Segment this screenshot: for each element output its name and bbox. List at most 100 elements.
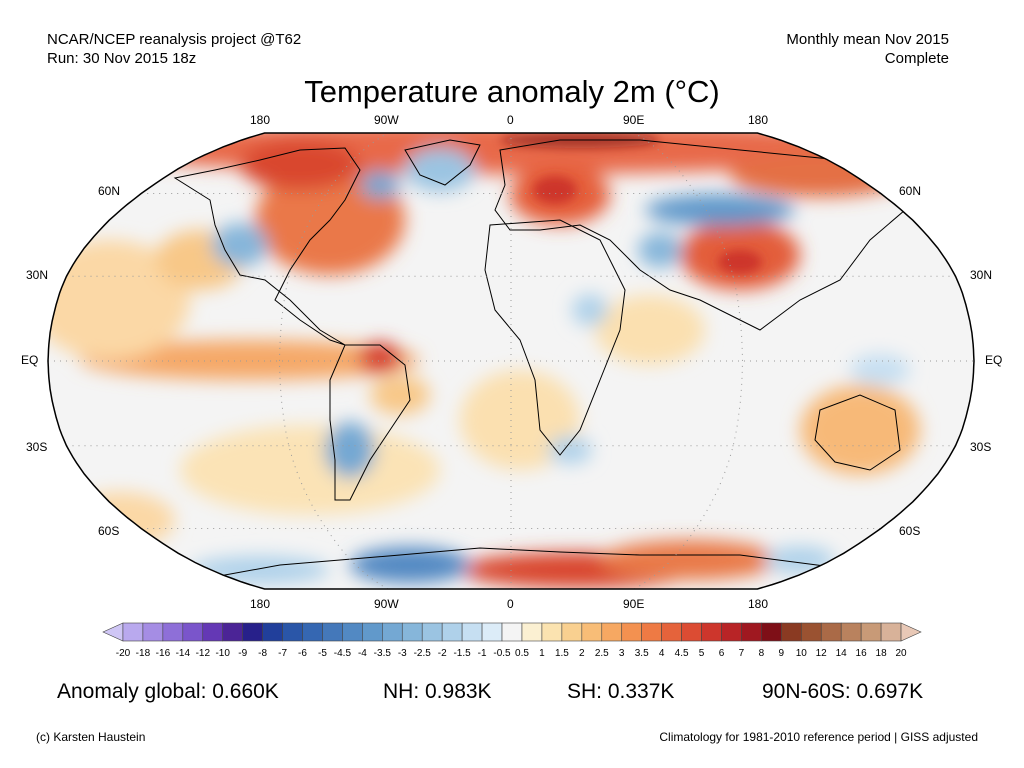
colorbar-bin	[761, 622, 782, 642]
colorbar-bin	[362, 622, 383, 642]
middle-east-cool	[638, 232, 682, 268]
lat-label-right-30s: 30S	[970, 440, 992, 454]
colorbar-tick-label: -8	[258, 648, 267, 659]
colorbar-bin	[860, 622, 882, 642]
australia-outline	[814, 394, 901, 471]
colorbar-bin	[681, 622, 702, 642]
lon-label-bottom-4: 180	[748, 597, 769, 611]
colorbar-tick-label: -6	[298, 648, 307, 659]
colorbar-tick-label: 0.5	[515, 648, 529, 659]
colorbar-tick-label: 7	[739, 648, 745, 659]
period-line-2: Complete	[884, 50, 949, 67]
siberia-warm	[730, 153, 910, 197]
stat-nh: NH: 0.983K	[383, 680, 492, 703]
lat-label-left-60s: 60S	[98, 524, 120, 538]
colorbar-tick-label: -9	[238, 648, 247, 659]
colorbar-bin	[641, 622, 662, 642]
south-america-outline	[329, 344, 411, 501]
colorbar-tick-label: 3	[619, 648, 625, 659]
tibet-hot	[718, 250, 762, 274]
climatology-note: Climatology for 1981-2010 reference peri…	[659, 730, 978, 744]
colorbar-bin	[282, 622, 303, 642]
south-africa-cool	[548, 436, 592, 464]
colorbar-tick-label: 18	[876, 648, 888, 659]
greenland-outline	[404, 139, 481, 186]
colorbar-bin	[561, 622, 583, 642]
colorbar-bin	[840, 622, 862, 642]
colorbar-bin	[242, 622, 263, 642]
colorbar-bin	[541, 622, 563, 642]
colorbar-tick-label: -1.5	[453, 648, 471, 659]
colorbar-tick-label: 9	[779, 648, 785, 659]
colorbar-bin	[322, 622, 343, 642]
colorbar-ticks: -20 -18 -16 -14 -12 -10 -9 -8 -7 -6 -5 -4.5 -4 -3.5 -3…	[116, 648, 907, 659]
pacific-warm-band	[80, 340, 420, 380]
colorbar-tick-label: 2.5	[595, 648, 609, 659]
colorbar-tick-label: 5	[699, 648, 705, 659]
colorbar-tick-label: -12	[196, 648, 211, 659]
africa-outline	[484, 219, 626, 456]
lon-label-bottom-3: 90E	[623, 597, 645, 611]
colorbar-bin	[182, 622, 204, 642]
colorbar-tick-label: -20	[116, 648, 131, 659]
antarctic-warm-2	[600, 540, 780, 580]
lat-label-right-eq: EQ	[985, 353, 1003, 367]
colorbar-tick-label: 12	[816, 648, 828, 659]
colorbar-tick-label: -1	[478, 648, 487, 659]
stat-global: Anomaly global: 0.660K	[57, 680, 279, 703]
colorbar-bin	[481, 622, 503, 642]
colorbar-tick-label: 1	[539, 648, 545, 659]
central-asia-cool	[645, 194, 795, 226]
colorbar-bin	[521, 622, 543, 642]
lat-label-right-60s: 60S	[899, 524, 921, 538]
lon-label-bottom-2: 0	[507, 597, 514, 611]
colorbar-bin	[122, 622, 144, 642]
colorbar-tick-label: -0.5	[493, 648, 511, 659]
colorbar-tick-label: -18	[136, 648, 151, 659]
colorbar-tick-label: 4	[659, 648, 665, 659]
eurasia-outline	[494, 139, 906, 331]
colorbar-bin	[701, 622, 722, 642]
colorbar-bin	[102, 622, 124, 642]
colorbar-bin	[820, 622, 842, 642]
copyright: (c) Karsten Haustein	[36, 730, 146, 744]
colorbar-tick-label: -2.5	[414, 648, 432, 659]
colorbar-tick-label: -2	[438, 648, 447, 659]
sepac-warm	[180, 425, 440, 515]
lon-label-top-1: 90W	[374, 113, 399, 127]
colorbar-bin	[661, 622, 682, 642]
west-pacific-cool	[850, 354, 910, 386]
anomaly-map	[47, 132, 975, 590]
colorbar-bin	[621, 622, 642, 642]
lon-label-top-2: 0	[507, 113, 514, 127]
colorbar-tick-label: -10	[215, 648, 230, 659]
colorbar-bin	[262, 622, 283, 642]
colorbar-tick-label: 14	[836, 648, 848, 659]
colorbar-tick-label: -3	[398, 648, 407, 659]
lat-label-left-60n: 60N	[98, 184, 121, 198]
colorbar-tick-label: 10	[796, 648, 808, 659]
colorbar-bin	[800, 622, 822, 642]
colorbar-bin	[581, 622, 603, 642]
argentina-cool	[325, 422, 375, 478]
colorbar-tick-label: 16	[856, 648, 868, 659]
scandinavia-hot	[533, 176, 577, 204]
stat-sh: SH: 0.337K	[567, 680, 675, 703]
colorbar-bin	[222, 622, 243, 642]
colorbar-bin	[342, 622, 363, 642]
lat-label-left-30s: 30S	[26, 440, 48, 454]
source-line-2: Run: 30 Nov 2015 18z	[47, 50, 197, 67]
colorbar-tick-label: 4.5	[675, 648, 689, 659]
colorbar-boxes	[102, 622, 922, 642]
colorbar-tick-label: 2	[579, 648, 585, 659]
lat-label-left-eq: EQ	[21, 353, 39, 367]
brazil-warm	[370, 375, 430, 415]
source-line-1: NCAR/NCEP reanalysis project @T62	[47, 31, 302, 48]
lat-label-right-30n: 30N	[970, 268, 993, 282]
colorbar-bin	[741, 622, 762, 642]
colorbar-bin	[401, 622, 423, 642]
colorbar-tick-label: -16	[156, 648, 171, 659]
colorbar-bin	[162, 622, 184, 642]
indian-ocean-warm	[595, 295, 705, 365]
north-america-outline	[173, 147, 361, 346]
